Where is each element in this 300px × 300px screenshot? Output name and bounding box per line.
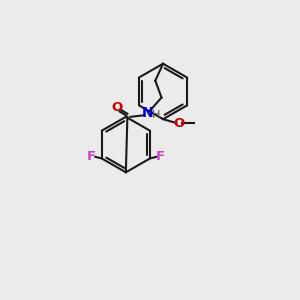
Text: N: N [142,106,153,120]
Text: O: O [111,101,122,114]
Text: H: H [152,110,160,120]
Text: F: F [87,150,96,163]
Text: O: O [173,116,184,130]
Text: F: F [155,150,165,163]
